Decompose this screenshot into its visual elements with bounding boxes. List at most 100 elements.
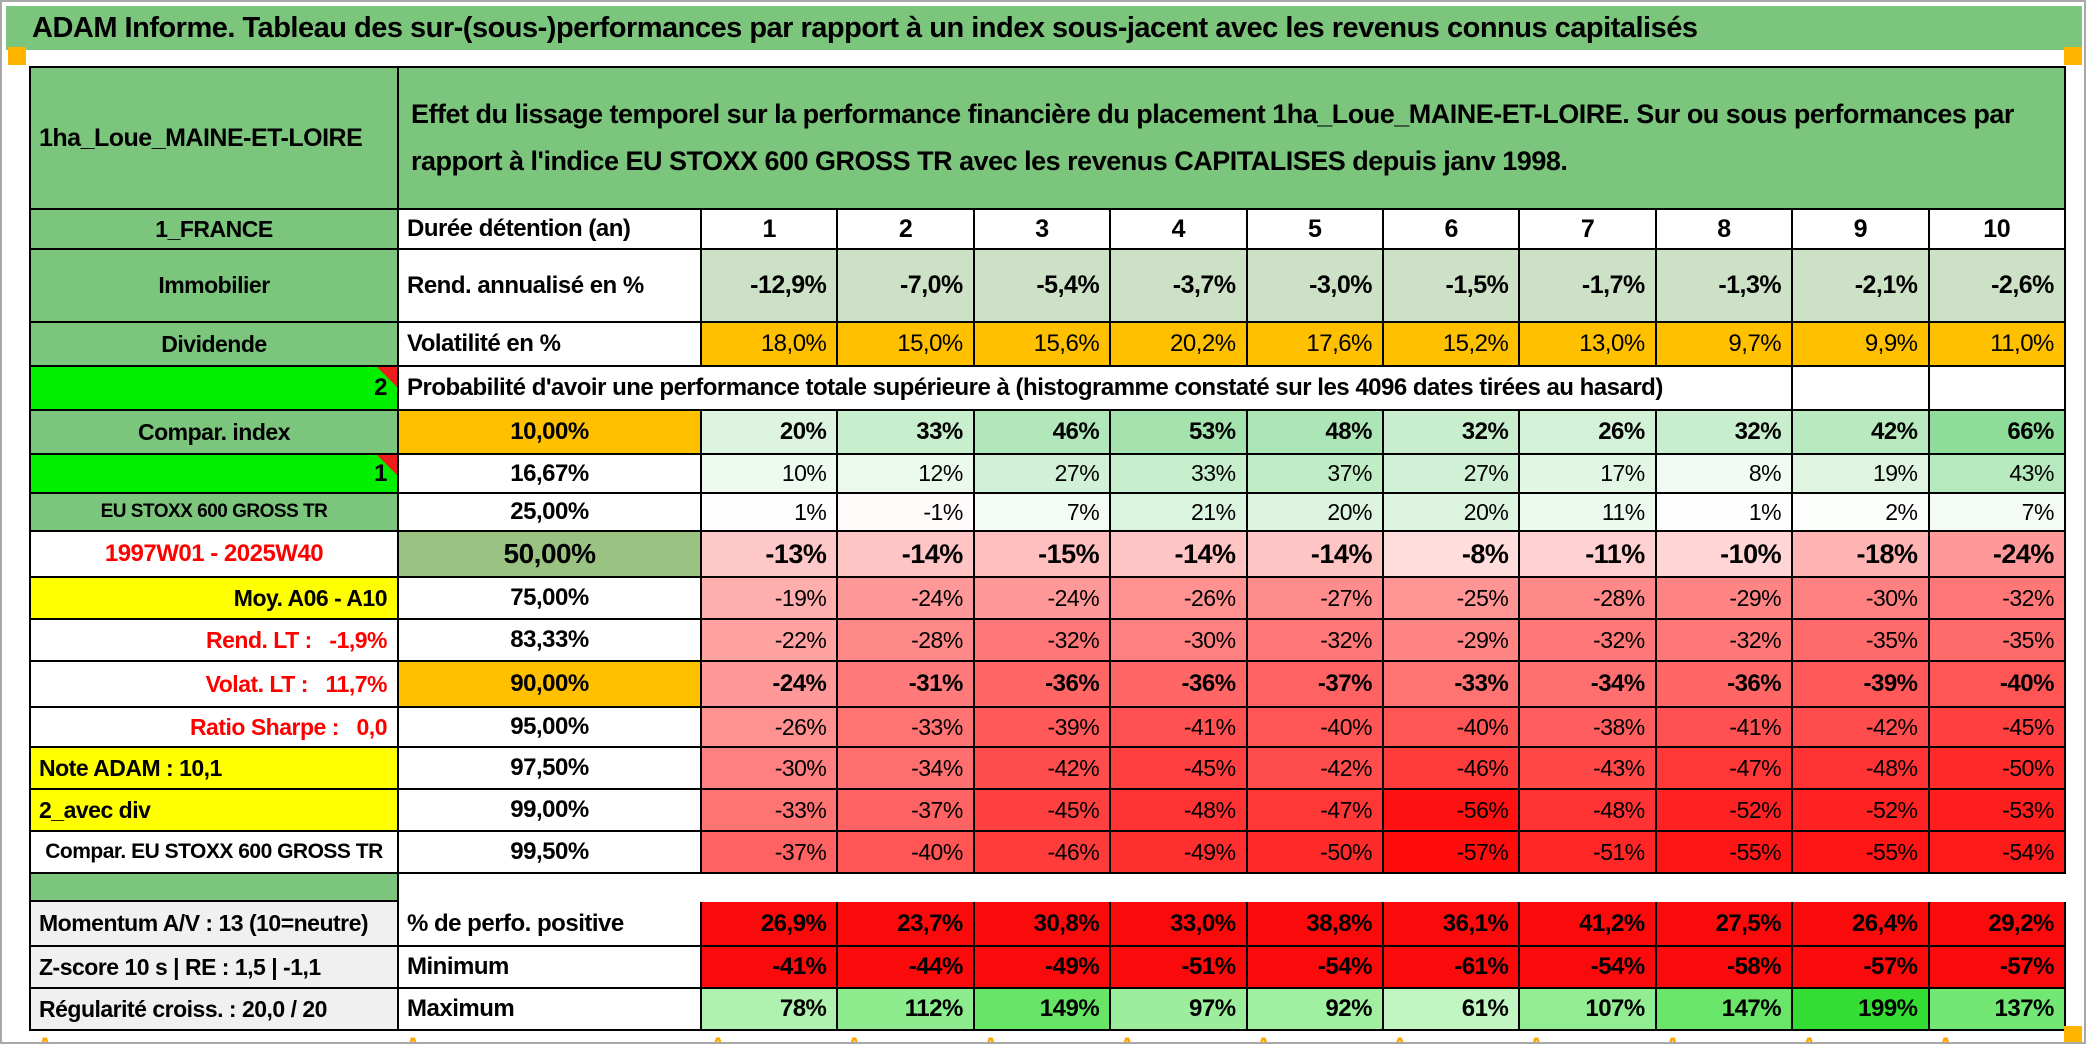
cell-p10-c4[interactable]: 53% <box>1111 411 1248 453</box>
cell-p90-c1[interactable]: -24% <box>702 662 839 706</box>
cell-perfo-positive-c9[interactable]: 26,4% <box>1793 902 1930 945</box>
cell-minimum-c7[interactable]: -54% <box>1520 947 1657 987</box>
cell-p90-c3[interactable]: -36% <box>974 662 1112 706</box>
cell-volatilite-c7[interactable]: 13,0% <box>1520 323 1657 365</box>
label-p995[interactable]: Compar. EU STOXX 600 GROSS TR <box>31 832 399 872</box>
cell-p95-c8[interactable]: -41% <box>1656 708 1794 746</box>
cell-p10-c5[interactable]: 48% <box>1247 411 1384 453</box>
header-description-cell[interactable]: Effet du lissage temporel sur la perform… <box>399 68 2066 208</box>
cell-minimum-c5[interactable]: -54% <box>1247 947 1384 987</box>
mid-duration[interactable]: Durée détention (an) <box>399 210 702 248</box>
mid-p95[interactable]: 95,00% <box>399 708 702 746</box>
cell-p25-c6[interactable]: 20% <box>1383 494 1521 530</box>
label-p16[interactable]: 1 <box>31 455 399 492</box>
cell-maximum-c5[interactable]: 92% <box>1247 989 1384 1029</box>
cell-p975-c4[interactable]: -45% <box>1111 748 1248 788</box>
cell-minimum-c2[interactable]: -44% <box>838 947 975 987</box>
cell-perfo-positive-c4[interactable]: 33,0% <box>1111 902 1248 945</box>
cell-p99-c3[interactable]: -45% <box>974 790 1112 830</box>
cell-duration-c6[interactable]: 6 <box>1383 210 1521 248</box>
cell-p16-c7[interactable]: 17% <box>1520 455 1657 492</box>
cell-p83-c7[interactable]: -32% <box>1520 620 1657 660</box>
cell-maximum-c9[interactable]: 199% <box>1793 989 1930 1029</box>
cell-p90-c10[interactable]: -40% <box>1929 662 2066 706</box>
cell-duration-c7[interactable]: 7 <box>1520 210 1657 248</box>
cell-volatilite-c9[interactable]: 9,9% <box>1793 323 1930 365</box>
cell-p83-c8[interactable]: -32% <box>1656 620 1794 660</box>
label-maximum[interactable]: Régularité croiss. : 20,0 / 20 <box>31 989 399 1029</box>
cell-duration-c10[interactable]: 10 <box>1929 210 2066 248</box>
cell-p50-c6[interactable]: -8% <box>1383 532 1521 576</box>
cell-p83-c6[interactable]: -29% <box>1383 620 1521 660</box>
cell-p99-c2[interactable]: -37% <box>838 790 975 830</box>
mid-p975[interactable]: 97,50% <box>399 748 702 788</box>
cell-p995-c6[interactable]: -57% <box>1383 832 1521 872</box>
cell-maximum-c2[interactable]: 112% <box>838 989 975 1029</box>
cell-p975-c1[interactable]: -30% <box>702 748 839 788</box>
cell-p975-c2[interactable]: -34% <box>838 748 975 788</box>
label-p50[interactable]: 1997W01 - 2025W40 <box>31 532 399 576</box>
cell-rend-annualise-c10[interactable]: -2,6% <box>1929 250 2066 321</box>
cell-p25-c2[interactable]: -1% <box>838 494 975 530</box>
cell-duration-c3[interactable]: 3 <box>974 210 1112 248</box>
cell-perfo-positive-c3[interactable]: 30,8% <box>974 902 1112 945</box>
cell-p99-c9[interactable]: -52% <box>1793 790 1930 830</box>
cell-p975-c3[interactable]: -42% <box>974 748 1112 788</box>
cell-p95-c2[interactable]: -33% <box>838 708 975 746</box>
label-probabilite[interactable]: 2 <box>31 367 399 409</box>
cell-p16-c4[interactable]: 33% <box>1111 455 1248 492</box>
cell-p25-c4[interactable]: 21% <box>1111 494 1248 530</box>
cell-p99-c1[interactable]: -33% <box>702 790 839 830</box>
mid-volatilite[interactable]: Volatilité en % <box>399 323 702 365</box>
cell-rend-annualise-c5[interactable]: -3,0% <box>1247 250 1384 321</box>
label-p90[interactable]: Volat. LT : 11,7% <box>31 662 399 706</box>
spacer-label-cell[interactable] <box>31 874 399 902</box>
cell-p99-c4[interactable]: -48% <box>1111 790 1248 830</box>
cell-p50-c7[interactable]: -11% <box>1520 532 1657 576</box>
label-minimum[interactable]: Z-score 10 s | RE : 1,5 | -1,1 <box>31 947 399 987</box>
cell-p50-c1[interactable]: -13% <box>702 532 839 576</box>
cell-rend-annualise-c6[interactable]: -1,5% <box>1383 250 1521 321</box>
cell-volatilite-c4[interactable]: 20,2% <box>1111 323 1248 365</box>
cell-probabilite-c9[interactable] <box>1793 367 1930 409</box>
cell-rend-annualise-c8[interactable]: -1,3% <box>1656 250 1794 321</box>
label-volatilite[interactable]: Dividende <box>31 323 399 365</box>
cell-p90-c8[interactable]: -36% <box>1656 662 1794 706</box>
cell-p90-c9[interactable]: -39% <box>1793 662 1930 706</box>
cell-p10-c7[interactable]: 26% <box>1520 411 1657 453</box>
cell-duration-c8[interactable]: 8 <box>1656 210 1794 248</box>
cell-p25-c8[interactable]: 1% <box>1656 494 1794 530</box>
cell-duration-c1[interactable]: 1 <box>702 210 839 248</box>
cell-p25-c10[interactable]: 7% <box>1929 494 2066 530</box>
cell-p75-c4[interactable]: -26% <box>1111 578 1248 618</box>
probability-caption-cell[interactable]: Probabilité d'avoir une performance tota… <box>399 367 1794 409</box>
selection-handle-icon[interactable] <box>2064 1026 2082 1042</box>
cell-volatilite-c8[interactable]: 9,7% <box>1656 323 1794 365</box>
cell-volatilite-c3[interactable]: 15,6% <box>974 323 1112 365</box>
cell-p995-c1[interactable]: -37% <box>702 832 839 872</box>
cell-p16-c9[interactable]: 19% <box>1793 455 1930 492</box>
cell-p50-c2[interactable]: -14% <box>838 532 975 576</box>
mid-p995[interactable]: 99,50% <box>399 832 702 872</box>
cell-p50-c9[interactable]: -18% <box>1793 532 1930 576</box>
mid-minimum[interactable]: Minimum <box>399 947 702 987</box>
cell-p90-c5[interactable]: -37% <box>1247 662 1384 706</box>
cell-p975-c10[interactable]: -50% <box>1929 748 2066 788</box>
cell-maximum-c10[interactable]: 137% <box>1929 989 2066 1029</box>
label-p75[interactable]: Moy. A06 - A10 <box>31 578 399 618</box>
cell-p75-c10[interactable]: -32% <box>1929 578 2066 618</box>
cell-perfo-positive-c5[interactable]: 38,8% <box>1247 902 1384 945</box>
cell-p83-c2[interactable]: -28% <box>838 620 975 660</box>
mid-p75[interactable]: 75,00% <box>399 578 702 618</box>
cell-p90-c6[interactable]: -33% <box>1383 662 1521 706</box>
cell-p25-c7[interactable]: 11% <box>1520 494 1657 530</box>
cell-p95-c3[interactable]: -39% <box>974 708 1112 746</box>
cell-p99-c5[interactable]: -47% <box>1247 790 1384 830</box>
mid-p10[interactable]: 10,00% <box>399 411 702 453</box>
cell-p10-c6[interactable]: 32% <box>1383 411 1521 453</box>
cell-p16-c10[interactable]: 43% <box>1929 455 2066 492</box>
cell-p975-c7[interactable]: -43% <box>1520 748 1657 788</box>
cell-p75-c5[interactable]: -27% <box>1247 578 1384 618</box>
cell-p10-c2[interactable]: 33% <box>838 411 975 453</box>
cell-maximum-c1[interactable]: 78% <box>702 989 839 1029</box>
